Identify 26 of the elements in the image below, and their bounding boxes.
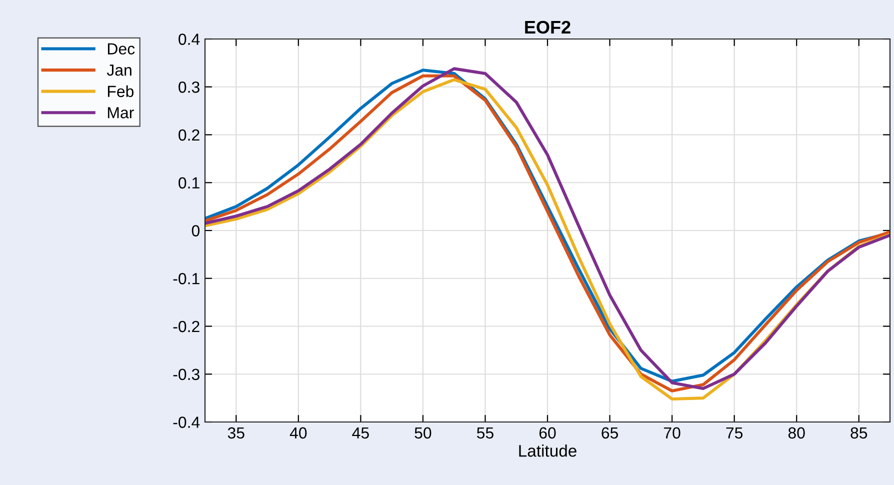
chart-title: EOF2 <box>525 20 570 34</box>
x-tick-label: 40 <box>290 427 307 439</box>
x-tick-label: 85 <box>850 427 868 439</box>
legend-label: Mar <box>108 107 134 118</box>
x-tick-label: 55 <box>476 427 494 439</box>
y-tick-label: 0.3 <box>178 82 200 93</box>
legend-label: Dec <box>108 43 135 55</box>
x-tick-label: 70 <box>664 427 680 439</box>
y-tick-label: -0.3 <box>173 368 200 380</box>
x-axis-title: Latitude <box>519 444 576 457</box>
legend-label: Jan <box>106 64 132 76</box>
y-tick-label: 0 <box>192 225 200 236</box>
y-tick-label: -0.4 <box>173 416 200 428</box>
y-tick-label: -0.1 <box>173 273 200 284</box>
x-tick-label: 75 <box>726 427 743 439</box>
x-tick-label: 45 <box>352 427 369 439</box>
y-tick-label: 0.4 <box>178 34 200 45</box>
y-tick-label: -0.2 <box>173 320 200 332</box>
y-tick-label: 0.2 <box>178 129 200 141</box>
x-tick-label: 50 <box>414 427 432 439</box>
x-tick-label: 35 <box>228 427 244 439</box>
x-tick-label: 60 <box>539 427 556 439</box>
y-tick-label: 0.1 <box>178 177 200 189</box>
x-tick-label: 80 <box>788 427 805 439</box>
x-tick-label: 65 <box>602 427 618 439</box>
legend-label: Feb <box>108 85 134 98</box>
